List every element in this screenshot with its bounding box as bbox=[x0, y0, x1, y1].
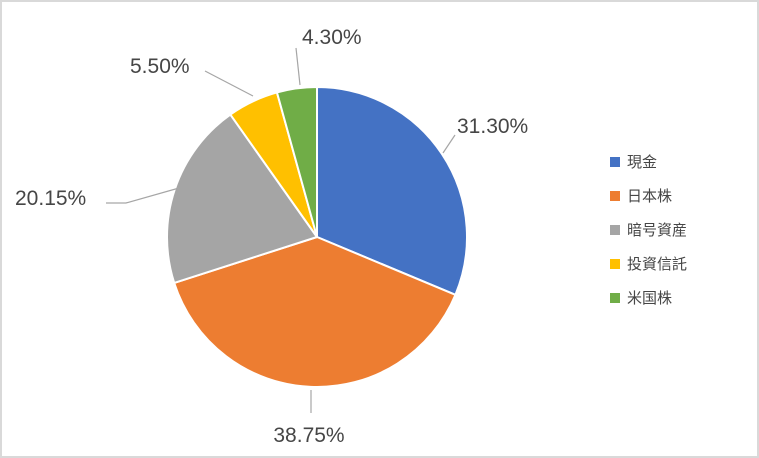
leader-line-investment-trusts bbox=[204, 70, 254, 97]
legend-item-us-stocks: 米国株 bbox=[610, 281, 687, 315]
chart-legend: 現金日本株暗号資産投資信託米国株 bbox=[610, 145, 687, 315]
legend-label: 暗号資産 bbox=[627, 221, 688, 239]
legend-item-investment-trusts: 投資信託 bbox=[610, 247, 687, 281]
leader-line-cash bbox=[442, 134, 456, 154]
data-label-us-stocks: 4.30% bbox=[302, 26, 362, 49]
legend-label: 日本株 bbox=[627, 187, 673, 205]
data-label-crypto-assets: 20.15% bbox=[15, 187, 86, 210]
data-label-cash: 31.30% bbox=[457, 115, 528, 138]
leader-line-us-stocks bbox=[295, 47, 301, 86]
legend-item-crypto-assets: 暗号資産 bbox=[610, 213, 687, 247]
legend-marker-icon bbox=[610, 259, 620, 269]
legend-marker-icon bbox=[610, 225, 620, 235]
legend-label: 投資信託 bbox=[627, 255, 688, 273]
data-label-japanese-stocks: 38.75% bbox=[273, 424, 344, 447]
legend-marker-icon bbox=[610, 191, 620, 201]
legend-item-cash: 現金 bbox=[610, 145, 687, 179]
leader-line-crypto-assets bbox=[106, 187, 180, 204]
legend-marker-icon bbox=[610, 293, 620, 303]
legend-label: 現金 bbox=[627, 153, 658, 171]
pie-slice-japanese-stocks bbox=[173, 236, 457, 388]
legend-item-japanese-stocks: 日本株 bbox=[610, 179, 687, 213]
pie-slice-us-stocks bbox=[275, 86, 318, 238]
data-label-investment-trusts: 5.50% bbox=[130, 55, 190, 78]
pie-slice-cash bbox=[316, 86, 468, 296]
legend-label: 米国株 bbox=[627, 289, 673, 307]
legend-marker-icon bbox=[610, 157, 620, 167]
